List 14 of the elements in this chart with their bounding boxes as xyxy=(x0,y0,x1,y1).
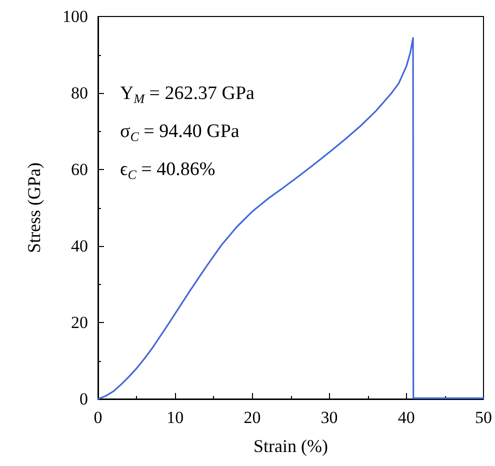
y-tick-label: 80 xyxy=(71,84,88,102)
x-axis-title: Strain (%) xyxy=(254,436,328,456)
x-tick-label: 10 xyxy=(166,408,184,427)
x-tick-label: 0 xyxy=(94,408,102,427)
y-tick-label: 60 xyxy=(71,160,88,179)
y-tick-label: 20 xyxy=(71,313,88,332)
x-tick-label: 40 xyxy=(398,408,415,427)
y-tick-label: 0 xyxy=(80,390,88,408)
x-tick-label: 30 xyxy=(320,408,338,427)
y-axis-title: Stress (GPa) xyxy=(24,162,44,253)
x-tick-label: 20 xyxy=(244,408,261,427)
x-tick-label: 50 xyxy=(475,408,492,427)
y-tick-label: 40 xyxy=(71,236,88,256)
y-tick-label: 100 xyxy=(62,7,88,26)
